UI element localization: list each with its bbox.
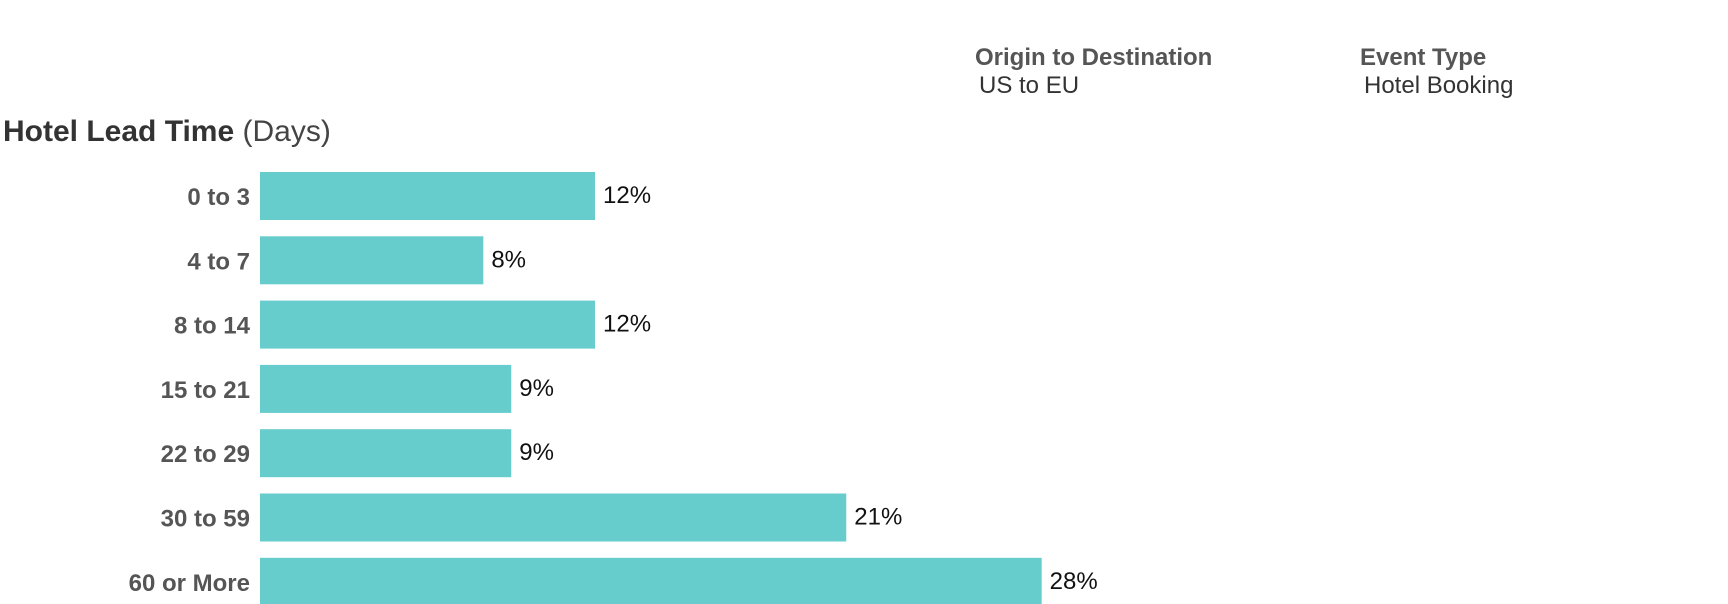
category-label-1: 4 to 7	[187, 248, 250, 275]
bar-4[interactable]	[260, 429, 512, 478]
chart-title-main: Hotel Lead Time	[3, 115, 235, 148]
filter-event-title: Event Type	[1360, 44, 1487, 71]
filter-event-type[interactable]: Event Type Hotel Booking	[1360, 44, 1513, 100]
filter-event-value[interactable]: Hotel Booking	[1364, 72, 1514, 99]
bar-5[interactable]	[260, 493, 847, 542]
bar-2[interactable]	[260, 300, 595, 349]
value-label-3: 9%	[519, 375, 554, 402]
filter-origin-destination[interactable]: Origin to Destination US to EU	[975, 44, 1212, 100]
filter-origin-value[interactable]: US to EU	[979, 72, 1080, 99]
bar-0[interactable]	[260, 172, 595, 220]
bar-6[interactable]	[260, 557, 1042, 604]
chart-title: Hotel Lead Time (Days)	[3, 115, 331, 149]
category-label-6: 60 or More	[129, 570, 250, 597]
filter-origin-title: Origin to Destination	[975, 44, 1213, 71]
bar-3[interactable]	[260, 364, 512, 413]
value-label-5: 21%	[854, 504, 902, 531]
value-label-2: 12%	[603, 311, 651, 338]
bar-1[interactable]	[260, 236, 484, 285]
chart-title-unit: (Days)	[242, 115, 331, 148]
category-label-5: 30 to 59	[161, 506, 250, 533]
category-label-3: 15 to 21	[161, 377, 250, 404]
value-label-6: 28%	[1050, 568, 1098, 595]
value-label-4: 9%	[519, 439, 554, 466]
value-label-1: 8%	[491, 246, 526, 273]
category-label-4: 22 to 29	[161, 441, 250, 468]
category-label-2: 8 to 14	[174, 313, 251, 340]
value-label-0: 12%	[603, 182, 651, 209]
category-label-0: 0 to 3	[187, 184, 250, 211]
